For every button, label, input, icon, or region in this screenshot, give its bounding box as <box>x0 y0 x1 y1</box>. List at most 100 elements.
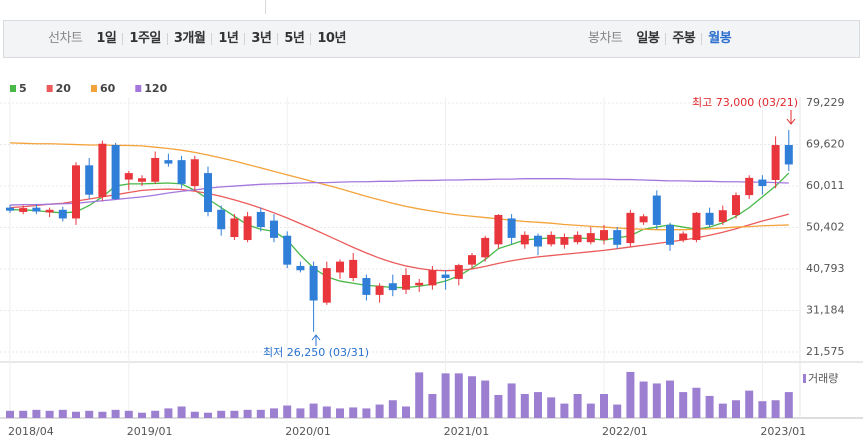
candle-body <box>679 233 688 241</box>
line-chart-group: 선차트 1일 1주일 3개월 1년 3년 5년 10년 <box>42 21 352 57</box>
volume-bar <box>362 408 371 418</box>
candle-chart-group: 봉차트 일봉 주봉 월봉 <box>582 21 737 57</box>
period-tab[interactable]: 3개월 <box>166 32 211 45</box>
period-tab[interactable]: 일봉 <box>636 31 660 46</box>
candle-body <box>349 259 358 279</box>
candle-body <box>177 160 186 184</box>
candle-body <box>6 207 14 211</box>
volume-bar <box>415 372 424 418</box>
volume-bar <box>177 406 186 418</box>
volume-bar <box>494 394 503 418</box>
volume-bar <box>468 376 476 418</box>
volume-bar <box>758 401 767 418</box>
candle-body <box>98 143 107 197</box>
volume-bar <box>481 380 490 418</box>
volume-bar <box>204 412 212 418</box>
candle-body <box>573 234 582 243</box>
period-tab-bar: 선차트 1일 1주일 3개월 1년 3년 5년 10년 봉차트 일봉 주봉 월봉 <box>3 20 860 58</box>
y-tick-label: 31,184 <box>806 304 845 317</box>
candle-body <box>322 268 331 303</box>
period-tab[interactable]: 3년 <box>244 32 277 45</box>
candle-body <box>454 265 463 279</box>
candle-body <box>190 159 199 187</box>
legend-swatch <box>135 85 142 92</box>
candle-body <box>217 209 226 230</box>
candle-body <box>402 275 410 290</box>
candle-body <box>534 235 542 247</box>
candle-body <box>204 173 212 212</box>
candle-body <box>164 160 173 164</box>
volume-bar <box>745 390 754 418</box>
volume-bar <box>771 400 780 418</box>
period-tab[interactable]: 월봉 <box>701 32 737 45</box>
candle-body <box>415 282 424 286</box>
volume-bar <box>32 409 41 418</box>
candle-body <box>507 218 516 238</box>
candle-body <box>652 195 661 225</box>
volume-bar <box>336 408 344 418</box>
high-arrow-head <box>786 118 796 125</box>
y-tick-label: 79,229 <box>806 96 845 109</box>
candle-body <box>375 285 384 295</box>
candle-body <box>758 179 767 187</box>
legend-swatch <box>46 85 53 92</box>
volume-bar <box>732 400 740 418</box>
candle-body <box>111 145 120 200</box>
y-tick-label: 60,011 <box>806 179 845 192</box>
period-tab[interactable]: 1주일 <box>122 32 166 45</box>
candle-body <box>560 237 569 245</box>
top-tab <box>0 0 266 14</box>
candle-body <box>58 209 67 219</box>
y-tick-label: 40,793 <box>806 262 845 275</box>
x-tick-label: 2020/01 <box>285 425 331 438</box>
volume-bar <box>600 394 608 418</box>
candle-body <box>494 214 503 245</box>
candle-body <box>72 165 80 219</box>
volume-bar <box>151 410 160 418</box>
candle-body <box>336 261 344 273</box>
candle-body <box>138 178 146 182</box>
legend-label: 60 <box>100 82 116 95</box>
candle-body <box>362 278 371 295</box>
y-tick-label: 69,620 <box>806 137 845 150</box>
legend-swatch <box>90 85 97 92</box>
volume-bar <box>573 394 582 418</box>
volume-bar <box>98 411 107 418</box>
legend-label: 5 <box>19 82 27 95</box>
volume-bar <box>666 380 674 418</box>
candle-body <box>45 209 54 213</box>
candle-body <box>481 237 490 258</box>
candle-body <box>296 265 305 271</box>
candle-body <box>600 230 608 241</box>
volume-bar <box>58 409 67 418</box>
x-tick-label: 2021/01 <box>444 425 490 438</box>
volume-bar <box>547 397 556 418</box>
candle-body <box>441 274 450 279</box>
candle-body <box>732 195 740 215</box>
period-tab[interactable]: 1년 <box>211 32 244 45</box>
period-tab[interactable]: 1일 <box>96 31 117 46</box>
volume-bar <box>454 373 463 418</box>
candle-body <box>547 234 556 245</box>
candle-body <box>692 212 701 241</box>
candle-body <box>388 283 397 291</box>
candle-body <box>705 212 714 225</box>
candle-body <box>32 207 41 212</box>
candle-body <box>309 265 318 301</box>
period-tab[interactable]: 5년 <box>277 32 310 45</box>
legend-swatch <box>10 85 16 92</box>
candle-body <box>745 177 754 196</box>
volume-bar <box>230 410 239 418</box>
candle-body <box>586 233 595 243</box>
volume-bar <box>164 408 173 418</box>
volume-bar <box>190 411 199 418</box>
volume-bar <box>217 410 226 418</box>
period-tab[interactable]: 10년 <box>310 32 352 45</box>
candle-body <box>613 230 622 245</box>
volume-bar <box>270 408 278 418</box>
candle-body <box>639 216 648 223</box>
candle-body <box>666 224 674 245</box>
volume-bar <box>85 410 94 418</box>
period-tab[interactable]: 주봉 <box>665 32 701 45</box>
